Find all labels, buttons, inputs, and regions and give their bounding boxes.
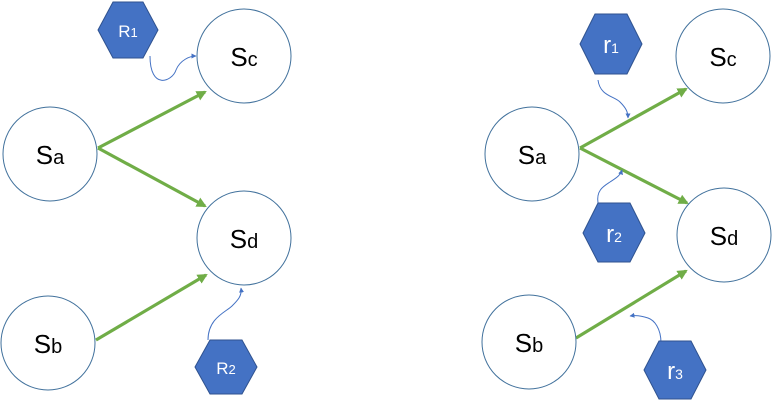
svg-text:Sa: Sa [36, 140, 65, 170]
edge-sa-sd [579, 146, 689, 205]
resource-hexagon-r1: R1 [97, 1, 159, 59]
state-node-sa: Sa [2, 106, 98, 202]
state-label: S [709, 42, 726, 72]
resource-hexagon-r2: R2 [194, 339, 258, 395]
connector-r2 [597, 169, 623, 204]
state-node-sa: Sa [484, 106, 580, 202]
resource-hexagon-r1: r1 [579, 13, 643, 75]
state-subscript: c [248, 49, 258, 71]
resource-hexagon-r2: r2 [582, 202, 646, 263]
svg-text:Sb: Sb [515, 328, 543, 358]
state-subscript: b [51, 336, 62, 358]
edge-sa-sc [97, 90, 207, 150]
edge-sa-sc [579, 87, 688, 150]
svg-text:Sb: Sb [34, 329, 62, 359]
svg-text:r1: r1 [603, 32, 619, 59]
edge-sb-sd [95, 273, 208, 342]
state-subscript: a [535, 147, 547, 169]
state-label: S [515, 328, 532, 358]
resource-label: r [606, 221, 614, 248]
state-subscript: a [53, 147, 65, 169]
connector-r3 [629, 312, 662, 344]
resource-label: R [118, 22, 130, 41]
state-label: S [710, 221, 727, 251]
state-label: S [34, 329, 51, 359]
edge-sa-sd [97, 146, 207, 208]
svg-text:Sd: Sd [230, 224, 258, 254]
state-node-sc: Sc [196, 8, 292, 104]
resource-hexagon-r3: r3 [643, 340, 707, 400]
resource-label: r [667, 358, 675, 385]
state-subscript: c [727, 49, 737, 71]
resource-label: R [216, 359, 228, 378]
resource-subscript: 2 [229, 362, 236, 377]
resource-subscript: 1 [611, 40, 619, 56]
svg-text:R1: R1 [118, 22, 138, 41]
state-label: S [518, 140, 535, 170]
state-node-sb: Sb [481, 294, 577, 390]
state-subscript: b [532, 335, 543, 357]
resource-subscript: 3 [675, 366, 683, 382]
resource-label: r [603, 32, 611, 59]
state-subscript: d [727, 228, 738, 250]
resource-subscript: 1 [131, 25, 138, 40]
left-diagram: Sa Sb Sc Sd R1 R2 [0, 1, 292, 395]
right-diagram: Sa Sb Sc Sd r1 r2 r3 [481, 8, 772, 400]
state-label: S [230, 224, 247, 254]
svg-text:r2: r2 [606, 221, 622, 248]
svg-text:Sa: Sa [518, 140, 547, 170]
svg-text:Sd: Sd [710, 221, 738, 251]
state-label: S [36, 140, 53, 170]
connector-r2 [207, 287, 245, 341]
edge-sb-sd [575, 269, 688, 340]
state-label: S [230, 42, 247, 72]
resource-subscript: 2 [614, 229, 622, 245]
svg-text:r3: r3 [667, 358, 683, 385]
state-node-sc: Sc [675, 8, 771, 104]
svg-text:Sc: Sc [230, 42, 257, 72]
state-node-sd: Sd [676, 187, 772, 283]
svg-text:R2: R2 [216, 359, 236, 378]
connector-r1 [149, 53, 197, 81]
connector-r1 [597, 79, 631, 119]
svg-text:Sc: Sc [709, 42, 736, 72]
state-node-sb: Sb [0, 295, 96, 391]
state-subscript: d [247, 231, 258, 253]
state-node-sd: Sd [196, 190, 292, 286]
